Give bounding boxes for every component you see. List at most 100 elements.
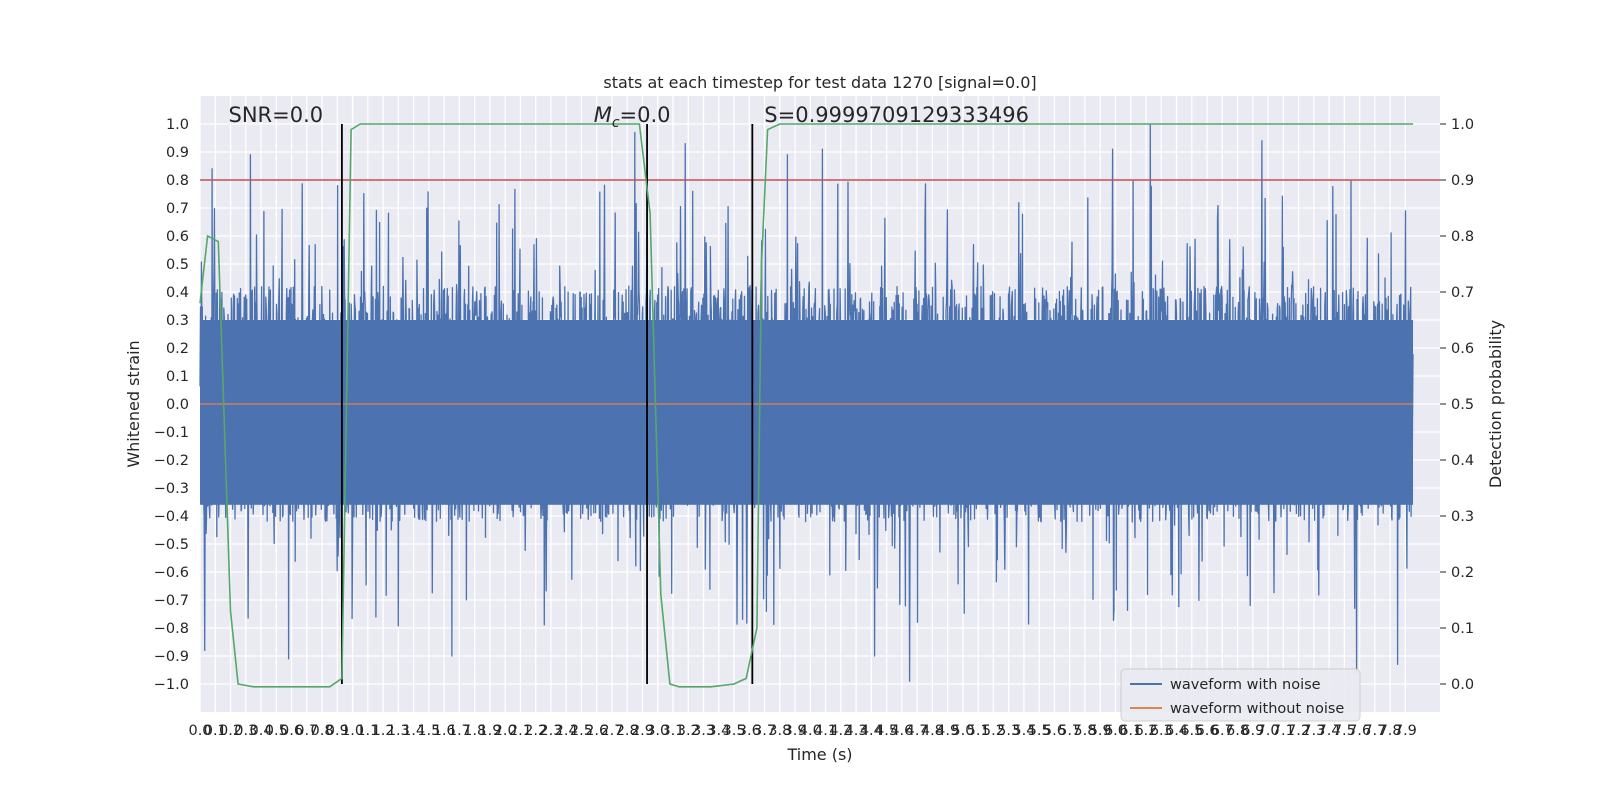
right-tick-label: 0.5 — [1451, 397, 1474, 413]
x-tick-label: 2.2 — [524, 723, 547, 739]
x-tick-label: 2.1 — [509, 723, 532, 739]
x-tick-label: 0.5 — [265, 723, 288, 739]
y-tick-label: 0.1 — [166, 369, 189, 385]
x-tick-label: 2.8 — [616, 723, 639, 739]
x-tick-label: 7.8 — [1379, 723, 1402, 739]
y-tick-label: 0.8 — [166, 173, 189, 189]
x-tick-label: 4.6 — [890, 723, 913, 739]
x-tick-label: 1.2 — [372, 723, 395, 739]
x-tick-label: 3.8 — [768, 723, 791, 739]
x-tick-label: 6.4 — [1165, 723, 1188, 739]
x-tick-label: 6.0 — [1104, 723, 1127, 739]
x-tick-label: 4.2 — [829, 723, 852, 739]
x-tick-label: 7.9 — [1394, 723, 1417, 739]
x-tick-label: 4.5 — [875, 723, 898, 739]
x-tick-label: 2.0 — [494, 723, 517, 739]
x-tick-label: 1.1 — [356, 723, 379, 739]
x-tick-label: 2.3 — [539, 723, 562, 739]
right-tick-label: 0.9 — [1451, 173, 1474, 189]
x-tick-label: 0.8 — [311, 723, 334, 739]
y-tick-label: 0.7 — [166, 201, 189, 217]
x-tick-label: 6.2 — [1134, 723, 1157, 739]
x-tick-label: 3.1 — [661, 723, 684, 739]
x-tick-label: 5.6 — [1043, 723, 1066, 739]
x-tick-label: 6.6 — [1195, 723, 1218, 739]
annotation-s: S=0.9999709129333496 — [764, 103, 1029, 127]
chart-title: stats at each timestep for test data 127… — [603, 73, 1036, 92]
right-tick-label: 0.0 — [1451, 677, 1474, 693]
x-tick-label: 1.8 — [463, 723, 486, 739]
x-tick-label: 4.1 — [814, 723, 837, 739]
x-tick-label: 7.1 — [1272, 723, 1295, 739]
x-tick-label: 3.5 — [722, 723, 745, 739]
x-tick-label: 2.4 — [555, 723, 578, 739]
x-tick-label: 2.9 — [631, 723, 654, 739]
x-tick-label: 4.7 — [906, 723, 929, 739]
x-tick-label: 6.9 — [1241, 723, 1264, 739]
x-tick-label: 2.6 — [585, 723, 608, 739]
x-tick-label: 1.3 — [387, 723, 410, 739]
x-tick-label: 4.3 — [845, 723, 868, 739]
x-tick-label: 3.7 — [753, 723, 776, 739]
x-tick-label: 1.5 — [417, 723, 440, 739]
right-tick-label: 0.3 — [1451, 509, 1474, 525]
x-tick-label: 7.0 — [1257, 723, 1280, 739]
x-tick-label: 5.7 — [1058, 723, 1081, 739]
x-tick-label: 5.5 — [1028, 723, 1051, 739]
y-tick-label: 0.6 — [166, 229, 189, 245]
x-tick-label: 7.5 — [1333, 723, 1356, 739]
x-tick-label: 3.6 — [738, 723, 761, 739]
waveform-with-noise — [199, 123, 1414, 682]
x-tick-label: 5.4 — [1012, 723, 1035, 739]
x-tick-label: 5.8 — [1073, 723, 1096, 739]
x-tick-label: 3.4 — [707, 723, 730, 739]
y-axis-label-right: Detection probability — [1486, 320, 1505, 488]
right-tick-label: 0.6 — [1451, 341, 1474, 357]
x-tick-label: 6.1 — [1119, 723, 1142, 739]
x-tick-label: 7.4 — [1318, 723, 1341, 739]
y-tick-label: 0.5 — [166, 257, 189, 273]
x-tick-label: 2.5 — [570, 723, 593, 739]
y-tick-label: −0.3 — [154, 481, 189, 497]
x-tick-label: 4.4 — [860, 723, 883, 739]
x-tick-label: 3.2 — [677, 723, 700, 739]
y-tick-label: −1.0 — [154, 677, 189, 693]
y-axis-label: Whitened strain — [124, 340, 143, 467]
detection-probability-line — [199, 123, 1413, 688]
annotation-snr: SNR=0.0 — [229, 103, 324, 127]
x-tick-label: 5.1 — [967, 723, 990, 739]
x-tick-label: 7.6 — [1348, 723, 1371, 739]
x-tick-label: 6.3 — [1150, 723, 1173, 739]
x-tick-label: 0.9 — [326, 723, 349, 739]
x-tick-label: 2.7 — [600, 723, 623, 739]
x-tick-label: 0.2 — [219, 723, 242, 739]
x-tick-label: 1.0 — [341, 723, 364, 739]
x-tick-label: 5.3 — [997, 723, 1020, 739]
legend: waveform with noise waveform without noi… — [1120, 668, 1361, 722]
y-tick-label: 0.9 — [166, 145, 189, 161]
x-tick-label: 6.8 — [1226, 723, 1249, 739]
noise-layer — [199, 123, 1414, 682]
lines-layer — [199, 123, 1440, 688]
y-tick-label: −0.7 — [154, 593, 189, 609]
x-tick-label: 5.2 — [982, 723, 1005, 739]
x-tick-label: 6.7 — [1211, 723, 1234, 739]
y-tick-label: −0.6 — [154, 565, 189, 581]
y-tick-label: 0.2 — [166, 341, 189, 357]
x-tick-label: 1.7 — [448, 723, 471, 739]
legend-box — [1120, 668, 1361, 722]
x-tick-label: 1.4 — [402, 723, 425, 739]
right-tick-label: 0.4 — [1451, 453, 1474, 469]
right-tick-label: 1.0 — [1451, 117, 1474, 133]
x-tick-label: 1.9 — [478, 723, 501, 739]
x-tick-label: 7.3 — [1302, 723, 1325, 739]
right-tick-label: 0.2 — [1451, 565, 1474, 581]
x-tick-label: 3.3 — [692, 723, 715, 739]
y-tick-label: 1.0 — [166, 117, 189, 133]
x-tick-label: 4.9 — [936, 723, 959, 739]
ticks-layer: 0.00.10.20.30.40.50.60.70.80.91.01.11.21… — [154, 117, 1474, 739]
y-tick-label: −0.2 — [154, 453, 189, 469]
x-tick-label: 0.6 — [280, 723, 303, 739]
x-tick-label: 0.1 — [204, 723, 227, 739]
